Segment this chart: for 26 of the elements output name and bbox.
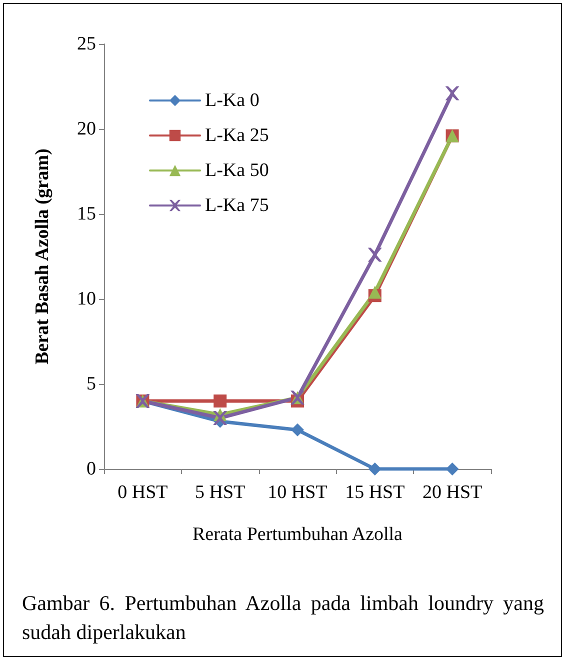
legend-label: L-Ka 50 [205, 160, 269, 181]
y-tick-label: 20 [77, 118, 96, 140]
point [446, 462, 459, 476]
y-tick-label: 5 [86, 374, 96, 394]
point [368, 248, 382, 262]
legend-label: L-Ka 75 [205, 195, 269, 216]
y-tick-label: 0 [86, 458, 96, 480]
point [214, 394, 227, 408]
x-tick-label: 0 HST [118, 482, 168, 503]
y-tick-label: 15 [77, 204, 96, 224]
legend-label: L-Ka 25 [205, 125, 269, 146]
point [445, 86, 460, 100]
x-tick-label: 20 HST [422, 482, 483, 503]
text: Gambar 6. Pertumbuhan Azolla pada limbah loundry yang sudah diperlakukan [22, 590, 544, 646]
legend-label: L-Ka 0 [205, 90, 260, 111]
y-tick-label: 25 [77, 34, 96, 54]
x-axis-title: Rerata Pertumbuhan Azolla [192, 524, 404, 545]
point [291, 423, 304, 436]
y-axis-title: Berat Basah Azolla (gram) [32, 148, 53, 364]
x-tick-label: 15 HST [345, 482, 406, 503]
x-tick-label: 5 HST [195, 482, 246, 503]
point [368, 286, 382, 299]
point [368, 462, 382, 476]
point [213, 411, 228, 425]
x-tick-label: 10 HST [268, 482, 328, 503]
y-tick-label: 10 [77, 288, 96, 310]
